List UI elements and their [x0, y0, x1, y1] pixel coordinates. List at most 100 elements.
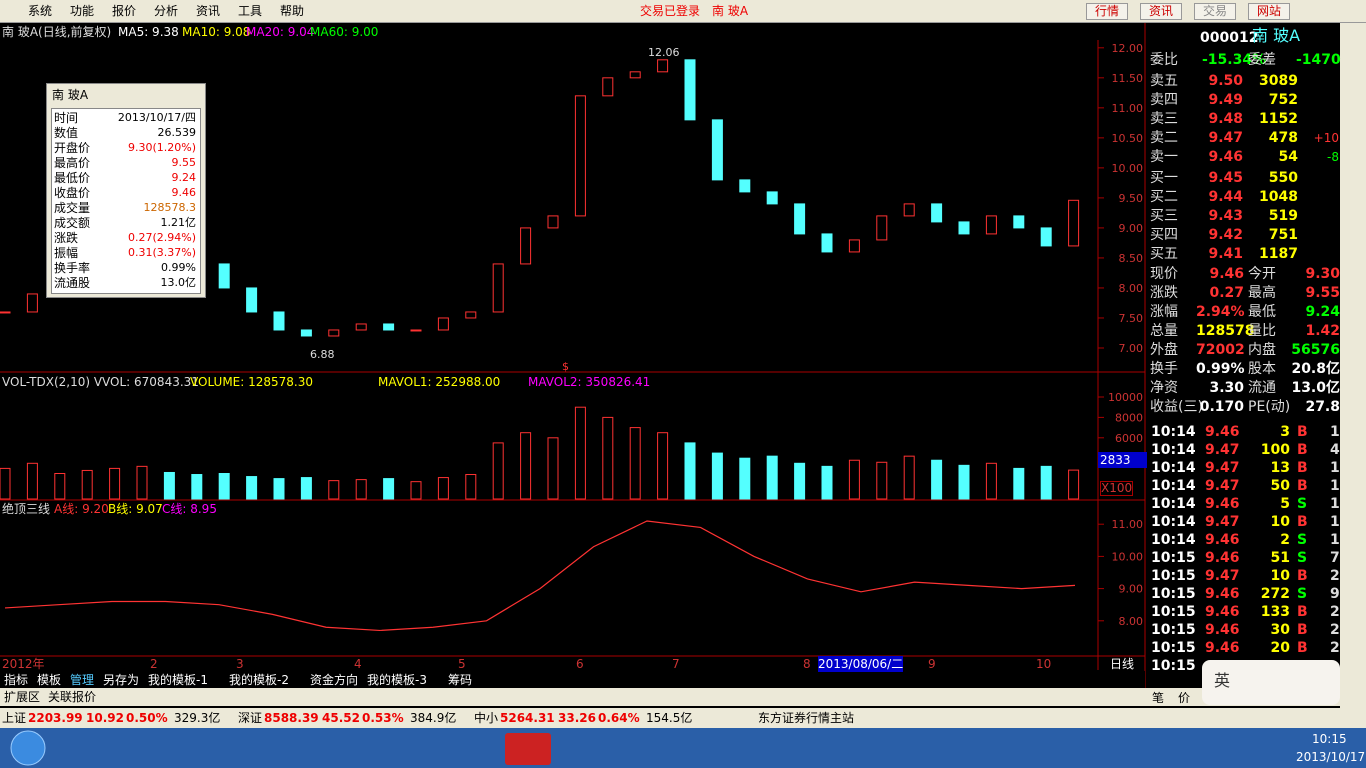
- popup-value: 128578.3: [143, 201, 197, 214]
- order-volume: 1187: [1259, 246, 1298, 262]
- candle: [657, 59, 669, 73]
- ext-tab[interactable]: 关联报价: [48, 690, 97, 704]
- tick-cell: 10:15: [1151, 640, 1196, 656]
- popup-key: 数值: [54, 126, 79, 140]
- quote-tab[interactable]: 笔: [1152, 691, 1165, 705]
- tick-cell: B: [1297, 424, 1308, 440]
- app-icon[interactable]: [505, 733, 551, 765]
- stat-key: 流通: [1248, 380, 1276, 396]
- candle: [0, 311, 11, 314]
- candle: [465, 311, 477, 319]
- popup-key: 收盘价: [54, 186, 91, 200]
- top-button[interactable]: 行情: [1086, 3, 1129, 20]
- y-tick-label: 9.00: [1119, 222, 1144, 235]
- x-tick-label: 3: [236, 657, 244, 671]
- tick-cell: S: [1297, 586, 1308, 602]
- y-tick-label: 8000: [1115, 411, 1143, 424]
- volume-bar: [1068, 469, 1080, 500]
- stat-value: 128578: [1196, 323, 1255, 339]
- template-tab[interactable]: 我的模板-1: [148, 673, 208, 687]
- volume-bar: [26, 462, 38, 500]
- candle: [903, 203, 915, 217]
- start-button[interactable]: [10, 730, 46, 766]
- tick-cell: 2: [1330, 640, 1340, 656]
- popup-value: 9.30(1.20%): [127, 141, 196, 154]
- candle: [711, 119, 723, 181]
- volume-bar: [81, 469, 93, 500]
- weibi: 委差: [1248, 52, 1276, 68]
- annotation: $: [562, 360, 569, 373]
- volume-bar: [794, 462, 806, 500]
- ext-row: [0, 688, 1366, 706]
- tick-cell: 100: [1260, 442, 1290, 458]
- order-price: 9.42: [1208, 227, 1243, 243]
- candle: [931, 203, 943, 223]
- volume-bar: [0, 467, 11, 500]
- index-item: 中小: [474, 711, 499, 725]
- order-price: 9.48: [1208, 111, 1243, 127]
- template-tab[interactable]: 资金方向: [310, 673, 359, 687]
- popup-key: 最低价: [54, 171, 91, 185]
- stat-key: 最高: [1248, 285, 1276, 301]
- template-tab[interactable]: 模板: [37, 673, 62, 687]
- menu-item[interactable]: 工具: [238, 4, 263, 18]
- menu-item[interactable]: 报价: [112, 4, 137, 18]
- indicator-label: B线: 9.07: [108, 502, 163, 516]
- stat-key: 换手: [1150, 361, 1178, 377]
- ma-label: MA60: 9.00: [310, 25, 379, 39]
- ma-label: MA5: 9.38: [118, 25, 179, 39]
- template-tab[interactable]: 筹码: [448, 673, 473, 687]
- tick-cell: B: [1297, 568, 1308, 584]
- volume-bar: [821, 465, 833, 500]
- volume-bar: [437, 477, 449, 500]
- status-stock: 南 玻A: [712, 4, 749, 18]
- popup-key: 成交量: [54, 201, 91, 215]
- tick-cell: B: [1297, 640, 1308, 656]
- menu-item[interactable]: 资讯: [196, 4, 221, 18]
- menu-item[interactable]: 功能: [70, 4, 95, 18]
- x-tick-label: 4: [354, 657, 362, 671]
- ext-tab[interactable]: 扩展区: [4, 690, 41, 704]
- order-level: 买五: [1150, 246, 1178, 262]
- tick-cell: 10:15: [1151, 604, 1196, 620]
- order-volume: 1152: [1259, 111, 1298, 127]
- tick-cell: 10:14: [1151, 514, 1196, 530]
- indicator-label: C线: 8.95: [162, 502, 217, 516]
- template-tab[interactable]: 管理: [70, 673, 95, 687]
- volume-bar: [629, 427, 641, 500]
- volume-bar: [520, 432, 532, 500]
- order-volume: 54: [1278, 149, 1298, 165]
- template-tab[interactable]: 指标: [4, 673, 29, 687]
- template-tab[interactable]: 我的模板-2: [229, 673, 289, 687]
- candle: [958, 221, 970, 235]
- volume-bar: [355, 479, 367, 500]
- volume-bar: [136, 465, 148, 500]
- menu-item[interactable]: 分析: [154, 4, 179, 18]
- popup-key: 成交额: [54, 216, 91, 230]
- tick-cell: 20: [1270, 640, 1290, 656]
- quote-tab[interactable]: 价: [1178, 691, 1191, 705]
- tick-cell: 1: [1330, 532, 1340, 548]
- candle: [383, 323, 395, 331]
- tick-cell: 1: [1330, 460, 1340, 476]
- tick-cell: B: [1297, 514, 1308, 530]
- top-button[interactable]: 网站: [1248, 3, 1291, 20]
- top-button[interactable]: 资讯: [1140, 3, 1183, 20]
- tick-cell: 9: [1330, 586, 1340, 602]
- y-tick-label: 9.00: [1119, 583, 1144, 596]
- template-tab[interactable]: 另存为: [103, 673, 140, 687]
- candle: [848, 239, 860, 253]
- popup-value: 9.24: [171, 171, 197, 184]
- menu-item[interactable]: 帮助: [280, 4, 305, 18]
- stat-value: 1.42: [1305, 323, 1340, 339]
- ime-widget[interactable]: [1202, 660, 1340, 705]
- tick-cell: 7: [1330, 550, 1340, 566]
- indicator-label: 绝顶三线: [2, 502, 51, 516]
- menu-item[interactable]: 系统: [28, 4, 53, 18]
- top-button[interactable]: 交易: [1194, 3, 1237, 20]
- volume-bar: [300, 477, 312, 500]
- stat-key: PE(动): [1248, 399, 1291, 415]
- tick-cell: B: [1297, 442, 1308, 458]
- candle: [520, 227, 532, 265]
- template-tab[interactable]: 我的模板-3: [367, 673, 427, 687]
